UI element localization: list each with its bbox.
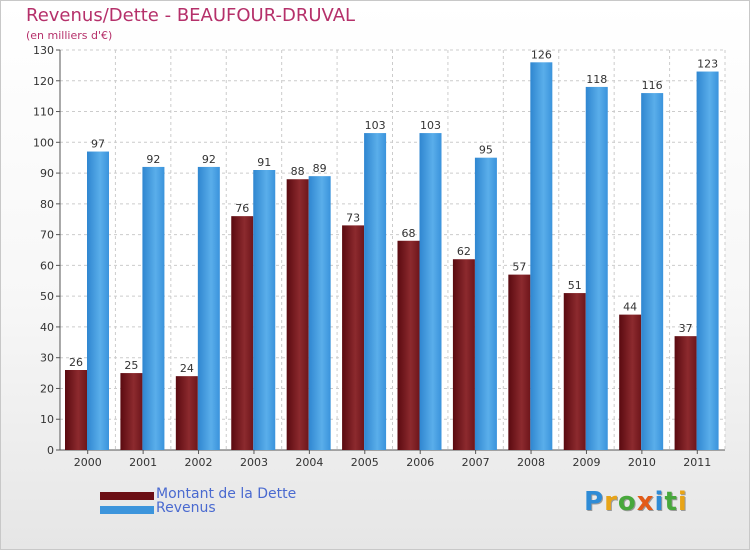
bar-debt [397,240,420,450]
bar-debt [65,370,87,450]
x-tick-label: 2000 [74,456,102,469]
data-label-revenue: 103 [420,119,441,132]
x-tick-label: 2001 [129,456,157,469]
bar-debt [452,259,475,450]
x-tick-label: 2010 [628,456,656,469]
data-label-debt: 51 [568,279,582,292]
bar-debt [120,373,143,450]
bar-debt [508,274,531,450]
x-tick-label: 2008 [517,456,545,469]
data-label-revenue: 116 [642,79,663,92]
data-label-debt: 88 [291,165,305,178]
bar-debt [231,216,254,450]
y-tick-label: 100 [33,136,54,149]
legend-label-revenue: Revenus [156,500,216,516]
data-label-revenue: 95 [479,144,493,157]
data-label-debt: 25 [124,359,138,372]
bar-debt [619,314,642,450]
bar-debt [342,225,365,450]
y-tick-label: 50 [40,290,54,303]
y-tick-label: 0 [47,444,54,457]
y-tick-label: 130 [33,44,54,57]
logo-letter: i [654,487,665,517]
y-tick-label: 80 [40,198,54,211]
bar-debt [286,179,309,450]
data-label-revenue: 103 [365,119,386,132]
data-label-revenue: 89 [313,162,327,175]
bar-revenue [197,166,220,450]
data-label-debt: 73 [346,211,360,224]
bar-revenue [474,157,497,450]
y-tick-label: 60 [40,259,54,272]
x-tick-label: 2006 [406,456,434,469]
data-label-revenue: 126 [531,48,552,61]
data-label-debt: 62 [457,245,471,258]
x-tick-label: 2005 [351,456,379,469]
chart-subtitle: (en milliers d'€) [26,29,113,42]
bar-revenue [530,62,553,451]
proxiti-logo: Proxiti [584,487,688,517]
y-tick-label: 10 [40,413,54,426]
data-label-debt: 26 [69,356,83,369]
data-label-revenue: 118 [586,73,607,86]
bar-revenue [641,93,664,451]
data-label-revenue: 91 [257,156,271,169]
x-tick-label: 2004 [295,456,323,469]
logo-letter: r [604,487,618,517]
data-label-debt: 24 [180,362,194,375]
data-label-debt: 37 [679,322,693,335]
y-tick-label: 70 [40,229,54,242]
data-label-debt: 44 [623,301,637,314]
bar-debt [175,376,198,450]
bar-revenue [87,151,109,451]
legend-swatch-revenue [100,506,154,514]
chart-title: Revenus/Dette - BEAUFOUR-DRUVAL [26,5,356,26]
bar-revenue [253,170,276,450]
x-tick-label: 2003 [240,456,268,469]
y-tick-label: 30 [40,352,54,365]
bar-revenue [364,133,387,451]
y-tick-label: 40 [40,321,54,334]
data-label-debt: 68 [402,227,416,240]
data-label-debt: 76 [235,202,249,215]
x-tick-label: 2011 [683,456,711,469]
bar-debt [674,336,697,450]
y-tick-label: 110 [33,106,54,119]
data-label-revenue: 92 [202,153,216,166]
bar-revenue [308,176,331,450]
logo-letter: P [584,487,605,517]
data-label-revenue: 123 [697,58,718,71]
y-tick-label: 120 [33,75,54,88]
x-tick-label: 2007 [462,456,490,469]
data-label-revenue: 97 [91,138,105,151]
bar-revenue [585,86,608,450]
logo-letter: o [617,487,637,517]
bar-revenue [696,71,719,451]
logo-letter: i [677,487,688,517]
data-label-debt: 57 [512,261,526,274]
y-tick-label: 20 [40,382,54,395]
x-tick-label: 2009 [572,456,600,469]
y-tick-label: 90 [40,167,54,180]
legend-swatch-debt [100,492,154,500]
logo-letter: x [636,487,655,517]
logo-letter: t [664,487,678,517]
bar-debt [563,293,586,450]
bar-revenue [142,166,165,450]
data-label-revenue: 92 [146,153,160,166]
x-tick-label: 2002 [185,456,213,469]
legend-label-debt: Montant de la Dette [156,486,297,502]
bar-revenue [419,133,442,451]
